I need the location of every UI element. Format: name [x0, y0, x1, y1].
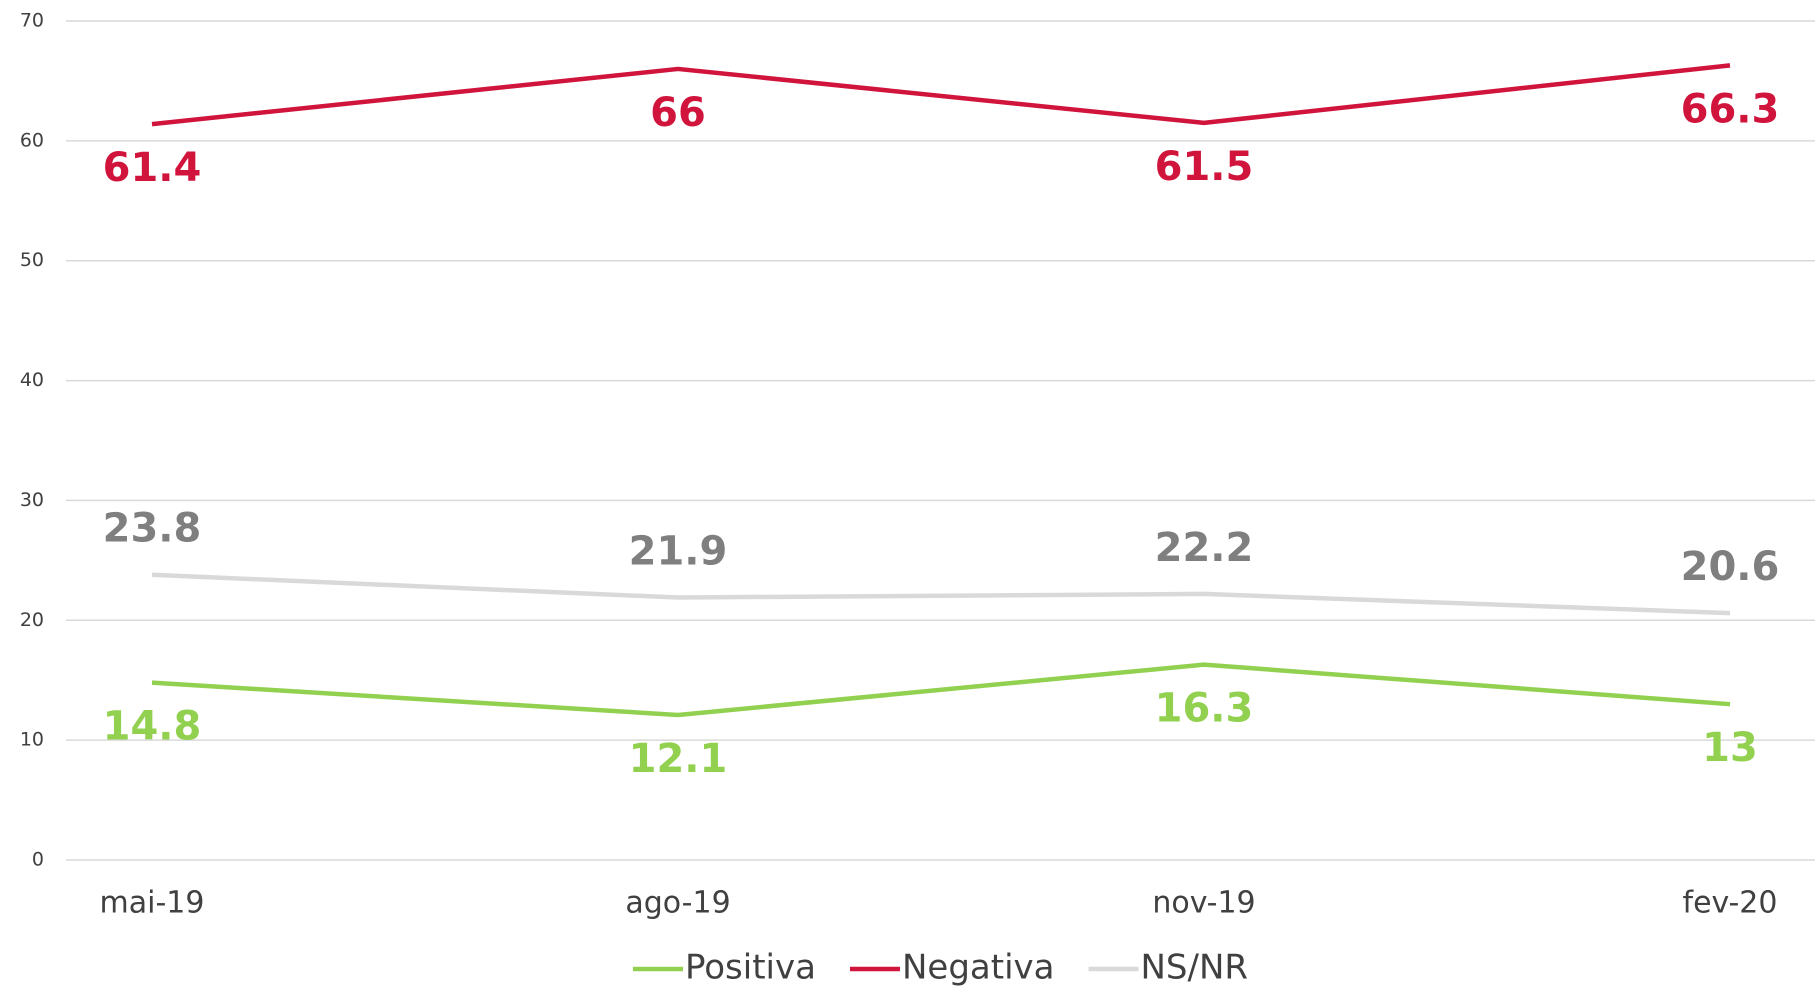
data-label: 14.8: [103, 704, 202, 750]
legend-label: NS/NR: [1140, 948, 1248, 988]
series-line: [151, 662, 1731, 718]
legend-label: Positiva: [685, 948, 816, 988]
y-tick-label: 30: [20, 489, 44, 511]
data-label: 12.1: [629, 736, 728, 782]
x-tick-label: nov-19: [1152, 886, 1255, 921]
legend-label: Negativa: [902, 948, 1055, 988]
series-line: [151, 63, 1731, 127]
y-tick-label: 70: [20, 10, 44, 32]
data-label: 66.3: [1681, 86, 1780, 132]
data-label: 20.6: [1681, 544, 1780, 590]
y-tick-label: 60: [20, 129, 44, 151]
data-label: 66: [650, 90, 706, 136]
y-tick-label: 40: [20, 369, 44, 391]
y-tick-label: 10: [20, 729, 44, 751]
x-tick-label: ago-19: [625, 886, 730, 921]
y-tick-label: 0: [32, 849, 44, 871]
data-label: 61.5: [1155, 144, 1254, 190]
data-label: 22.2: [1155, 525, 1254, 571]
y-tick-label: 20: [20, 609, 44, 631]
series-line: [151, 572, 1731, 616]
data-label: 16.3: [1155, 686, 1254, 732]
data-label: 13: [1702, 725, 1758, 771]
data-label: 21.9: [629, 529, 728, 575]
data-label: 23.8: [103, 506, 202, 552]
data-label: 61.4: [103, 145, 202, 191]
x-tick-label: mai-19: [100, 886, 205, 921]
y-tick-label: 50: [20, 249, 44, 271]
x-tick-label: fev-20: [1683, 886, 1778, 921]
